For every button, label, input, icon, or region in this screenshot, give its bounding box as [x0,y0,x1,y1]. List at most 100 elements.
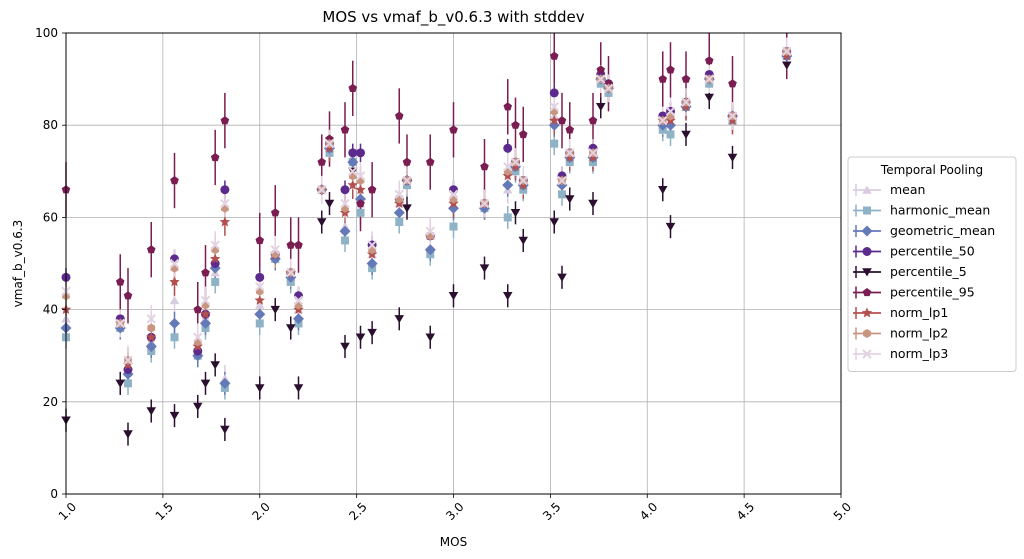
point-norm_lp3 [348,166,358,177]
point-harmonic_mean [395,218,404,227]
x-tick-label: 2.0 [249,500,272,523]
point-norm_lp3 [596,74,606,84]
point-percentile_95 [116,277,125,286]
point-percentile_95 [596,65,605,74]
point-norm_lp3 [549,102,559,112]
legend-title: Temporal Pooling [880,163,983,177]
point-norm_lp3 [681,97,691,107]
point-percentile_95 [255,235,264,245]
y-tick-label: 80 [43,118,58,132]
point-percentile_5 [270,305,280,315]
point-percentile_95 [395,111,404,120]
legend-item-norm_lp2: norm_lp2 [853,326,948,341]
point-geometric_mean [347,156,359,168]
point-percentile_5 [588,199,598,209]
point-percentile_95 [658,74,667,83]
point-percentile_95 [340,125,350,134]
point-percentile_5 [665,222,676,232]
point-norm_lp3 [169,258,180,269]
point-harmonic_mean [550,139,559,148]
point-percentile_5 [596,103,606,112]
point-percentile_5 [210,361,220,370]
point-percentile_95 [220,116,230,125]
y-axis-ticks: 0 20 40 60 80 100 [35,26,66,501]
point-percentile_5 [255,384,265,393]
point-norm_lp3 [200,295,211,306]
point-percentile_5 [448,292,459,301]
point-percentile_95 [705,56,714,65]
legend-label: norm_lp3 [890,346,948,361]
legend-marker-harmonic_mean [863,206,871,215]
x-tick-label: 3.5 [540,500,563,523]
legend-marker-percentile_95 [862,288,872,297]
point-geometric_mean [254,308,266,320]
point-norm_lp3 [448,189,459,200]
point-percentile_95 [348,83,357,92]
point-percentile_50 [549,88,559,98]
point-percentile_5 [704,93,714,102]
point-percentile_5 [200,379,211,388]
point-geometric_mean [169,317,180,329]
y-tick-label: 20 [43,395,58,409]
point-norm_lp3 [565,148,575,158]
legend-label: percentile_50 [890,244,975,259]
point-norm_lp3 [394,189,404,200]
point-percentile_95 [503,102,512,111]
point-norm_lp3 [115,318,125,329]
point-norm_lp1 [254,294,265,305]
point-percentile_5 [565,195,575,204]
legend-marker-norm_lp3 [862,349,872,359]
point-norm_lp3 [340,198,350,209]
legend-label: percentile_95 [890,285,975,300]
point-norm_lp3 [146,314,156,324]
legend-item-percentile_95: percentile_95 [853,285,975,300]
legend-marker-mean [862,185,872,194]
legend-label: geometric_mean [890,223,995,238]
legend-marker-norm_lp2 [863,329,871,338]
point-norm_lp3 [210,240,220,250]
x-tick-label: 4.5 [734,500,757,523]
point-geometric_mean [339,225,351,237]
point-norm_lp1 [169,276,180,287]
x-tick-label: 2.5 [346,500,369,523]
point-percentile_95 [681,74,691,83]
legend-item-mean: mean [853,182,925,197]
point-geometric_mean [293,313,304,325]
point-percentile_95 [565,125,574,134]
point-percentile_50 [340,185,350,195]
point-norm_lp3 [603,83,614,94]
x-tick-label: 3.0 [443,500,466,523]
legend-marker-percentile_50 [862,247,872,256]
point-percentile_95 [317,157,326,166]
point-percentile_5 [479,264,490,273]
point-percentile_50 [449,185,458,195]
point-percentile_95 [356,199,365,208]
point-percentile_95 [550,51,559,60]
legend-item-harmonic_mean: harmonic_mean [853,203,990,218]
point-norm_lp1 [549,115,560,125]
legend-label: harmonic_mean [890,203,990,218]
point-norm_lp1 [355,184,366,195]
point-percentile_5 [123,430,133,439]
point-percentile_5 [355,333,366,342]
point-percentile_95 [511,120,520,129]
point-percentile_50 [170,254,179,264]
point-norm_lp3 [293,295,304,306]
point-percentile_5 [169,411,180,421]
legend-item-geometric_mean: geometric_mean [853,223,995,238]
point-percentile_5 [146,407,156,416]
y-axis-label: vmaf_b_v0.6.3 [11,220,25,308]
legend-item-percentile_50: percentile_50 [853,244,975,259]
point-mean [169,295,180,305]
legend-label: norm_lp1 [890,305,948,320]
point-harmonic_mean [666,130,675,139]
x-tick-label: 4.0 [637,500,660,523]
point-percentile_5 [782,61,792,70]
point-geometric_mean [448,202,459,214]
point-geometric_mean [424,244,436,256]
point-norm_lp3 [727,111,738,121]
point-percentile_95 [666,65,675,74]
x-axis-ticks: 1.0 1.5 2.0 2.5 3.0 3.5 4.0 4.5 5.0 [56,494,854,523]
point-percentile_5 [549,218,559,227]
point-percentile_95 [271,208,280,217]
